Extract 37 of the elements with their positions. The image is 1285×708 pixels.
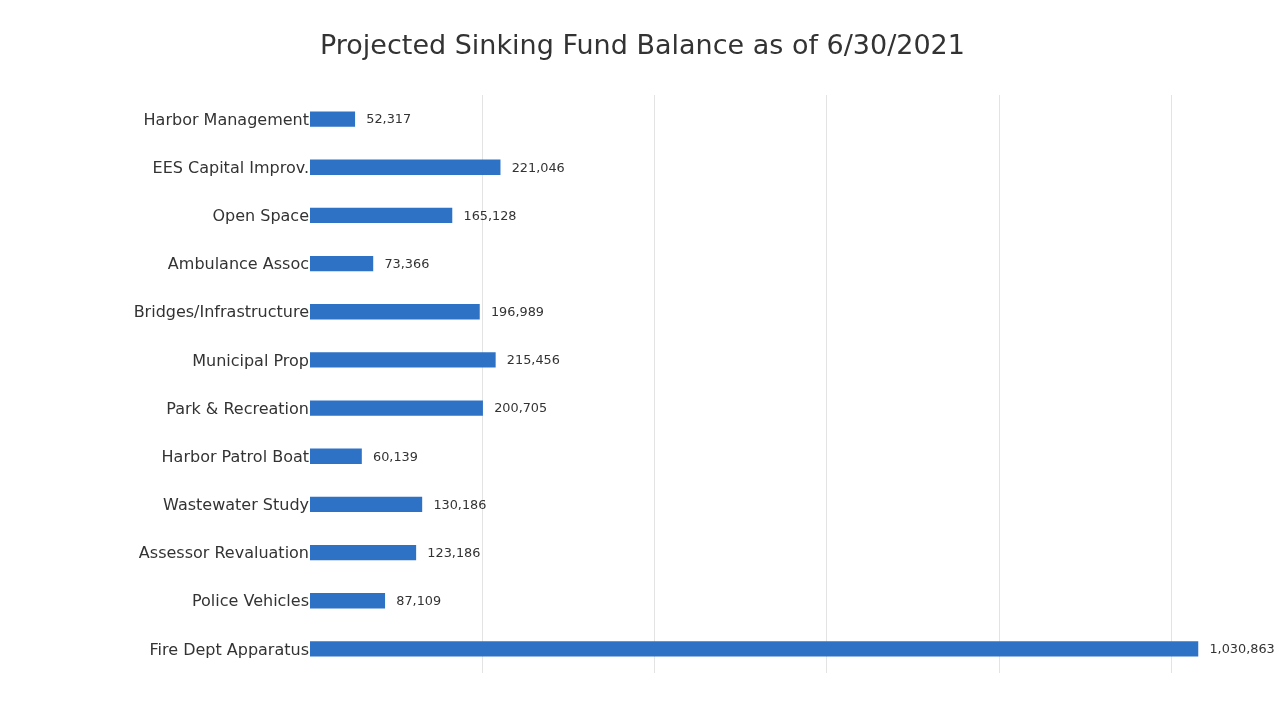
data-label: 123,186 <box>419 544 481 560</box>
y-tick-label: Harbor Patrol Boat <box>161 446 309 466</box>
bar <box>310 544 417 561</box>
data-label: 73,366 <box>376 255 430 271</box>
y-tick-label: Park & Recreation <box>166 398 309 418</box>
bar <box>310 111 356 127</box>
data-label: 87,109 <box>388 593 442 609</box>
data-label: 221,046 <box>503 159 565 175</box>
bar <box>310 400 483 416</box>
y-tick-label: Open Space <box>212 206 309 226</box>
data-label: 60,139 <box>364 448 418 464</box>
y-tick-label: Assessor Revaluation <box>138 543 309 563</box>
bar <box>310 593 386 609</box>
data-label: 165,128 <box>455 207 517 223</box>
bar <box>310 448 362 464</box>
bar <box>310 207 453 224</box>
bar <box>310 496 423 513</box>
chart-title: Projected Sinking Fund Balance as of 6/30/2021 <box>320 29 965 61</box>
bar <box>310 641 1199 657</box>
y-tick-label: Municipal Prop <box>192 350 309 370</box>
y-tick-label: Harbor Management <box>143 109 309 129</box>
y-tick-label: Police Vehicles <box>191 591 309 611</box>
bar <box>310 159 501 175</box>
data-label: 196,989 <box>482 304 545 320</box>
data-label: 1,030,863 <box>1201 641 1275 657</box>
y-tick-label: EES Capital Improv. <box>152 157 309 177</box>
y-tick-label: Ambulance Assoc <box>167 254 309 274</box>
data-label: 52,317 <box>358 111 412 127</box>
bar <box>310 255 374 272</box>
y-tick-label: Wastewater Study <box>163 495 309 515</box>
bar <box>310 352 496 368</box>
y-tick-label: Bridges/Infrastructure <box>133 302 309 322</box>
y-tick-label: Fire Dept Apparatus <box>149 639 309 659</box>
data-label: 130,186 <box>425 496 487 512</box>
data-label: 215,456 <box>498 352 560 368</box>
bar <box>310 304 480 320</box>
data-label: 200,705 <box>485 400 548 416</box>
